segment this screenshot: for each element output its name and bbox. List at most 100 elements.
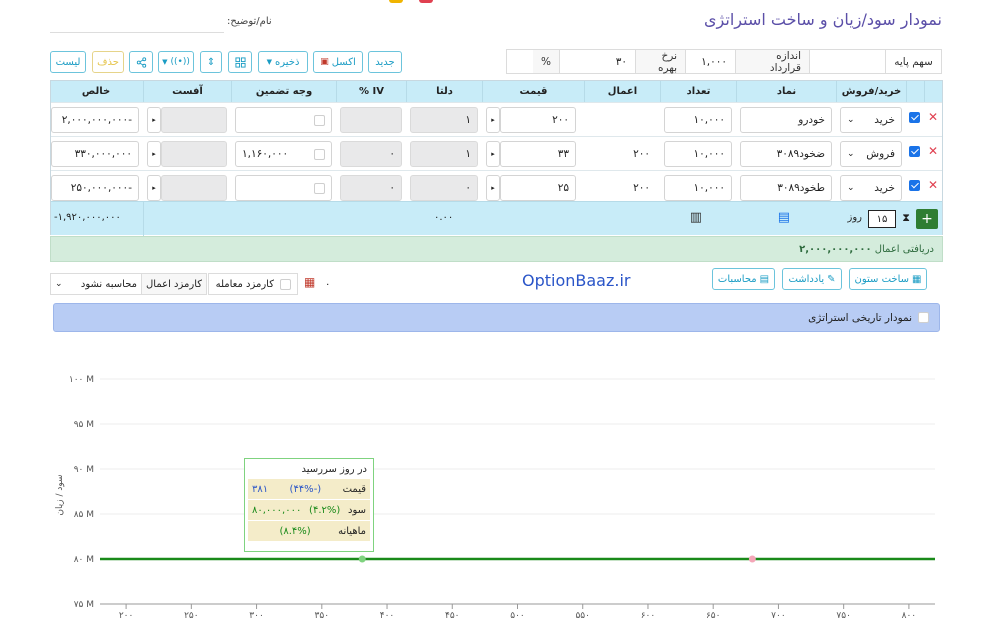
offset-input[interactable] [161, 107, 227, 133]
delta-value: ۱ [410, 141, 478, 167]
y-tick-label: ۹۵ M [74, 420, 94, 430]
name-input[interactable] [50, 11, 224, 33]
save-dropdown-button[interactable]: ذخیره ▼ [258, 51, 308, 73]
symbol-input[interactable]: طخود۳۰۸۹ [740, 175, 832, 201]
chevron-down-icon: ⌄ [55, 278, 63, 289]
share-button[interactable] [129, 51, 153, 73]
remove-row-icon[interactable]: ✕ [927, 110, 938, 124]
x-tick-label: ۶۰۰ [641, 611, 656, 621]
split-button[interactable]: ⇕ [200, 51, 222, 73]
tooltip-value: ۸۰,۰۰۰,۰۰۰ [252, 504, 302, 516]
price-arrow-button[interactable]: ▸ [486, 141, 500, 167]
receipt-value: ۲,۰۰۰,۰۰۰,۰۰۰ [799, 243, 872, 255]
margin-checkbox[interactable] [314, 148, 325, 160]
margin-checkbox[interactable] [314, 114, 325, 126]
table-row: ✕ خرید ⌄ خودرو ۱۰,۰۰۰ ۲۰۰ ▸ ۱ ▸ -۲,۰۰۰,۰۰… [51, 102, 942, 136]
document-list-icon[interactable]: ▥ [689, 210, 702, 225]
y-tick-label: ۸۵ M [74, 510, 94, 520]
row-checkbox[interactable] [909, 112, 920, 123]
x-tick-label: ۶۵۰ [706, 611, 721, 621]
offset-arrow-button[interactable]: ▸ [147, 107, 161, 133]
excel-button[interactable]: اکسل ▣ [313, 51, 363, 73]
header-symbol: نماد [736, 81, 836, 102]
price-input[interactable]: ۲۰۰ [500, 107, 576, 133]
note-button[interactable]: ✎ یادداشت [782, 268, 842, 290]
historical-chart-checkbox[interactable] [918, 312, 929, 323]
new-button[interactable]: جدید [368, 51, 402, 73]
delete-button[interactable]: حذف [92, 51, 124, 73]
brand-label: OptionBaaz.ir [522, 271, 631, 290]
x-tick-label: ۴۵۰ [445, 611, 460, 621]
row-checkbox[interactable] [909, 180, 920, 191]
chart-series [100, 555, 935, 563]
header-remove [924, 81, 942, 102]
row-checkbox[interactable] [909, 146, 920, 157]
price-input[interactable]: ۲۵ [500, 175, 576, 201]
add-row-button[interactable]: + [916, 209, 938, 229]
hourglass-icon: ⧗ [902, 211, 910, 224]
x-tick-label: ۵۵۰ [575, 611, 590, 621]
delta-total: ۰.۰۰ [434, 212, 454, 223]
y-tick-label: ۷۵ M [74, 600, 94, 610]
caret-right-icon: ▸ [152, 184, 156, 192]
remove-row-icon[interactable]: ✕ [927, 144, 938, 158]
x-tick-label: ۳۵۰ [315, 611, 330, 621]
x-tick-label: ۳۰۰ [249, 611, 264, 621]
y-axis-label: سود / زیان [55, 474, 65, 515]
days-input[interactable]: ۱۵ [868, 210, 896, 228]
price-arrow-button[interactable]: ▸ [486, 107, 500, 133]
build-columns-label: ساخت ستون [854, 273, 910, 285]
qty-input[interactable]: ۱۰,۰۰۰ [664, 175, 732, 201]
table-row: ✕ فروش ⌄ ضخود۳۰۸۹ ۱۰,۰۰۰ ۲۰۰ ۳۳ ▸ ۱ ۰ ۱,۱… [51, 136, 942, 170]
qty-input[interactable]: ۱۰,۰۰۰ [664, 141, 732, 167]
profit-loss-chart: ۷۵ M ۸۰ M ۸۵ M ۹۰ M ۹۵ M ۱۰۰ M ۲۰۰ ۲۵۰ ۳۰۰ ۳۵۰ ۴۰… [55, 375, 935, 621]
side-select[interactable]: خرید ⌄ [840, 107, 902, 133]
calendar-add-icon[interactable]: ▤ [777, 210, 790, 225]
table-row: ✕ خرید ⌄ طخود۳۰۸۹ ۱۰,۰۰۰ ۲۰۰ ۲۵ ▸ ۰ ۰ ▸ -… [51, 170, 942, 204]
iv-value [340, 107, 402, 133]
side-select[interactable]: خرید ⌄ [840, 175, 902, 201]
margin-input[interactable] [235, 175, 332, 201]
header-delta: دلتا [406, 81, 482, 102]
offset-arrow-button[interactable]: ▸ [147, 175, 161, 201]
margin-checkbox[interactable] [314, 182, 325, 194]
y-tick-label: ۱۰۰ M [69, 375, 94, 385]
new-button-label: جدید [375, 56, 395, 68]
delete-button-label: حذف [97, 56, 119, 68]
price-arrow-button[interactable]: ▸ [486, 175, 500, 201]
broadcast-icon: ((•)) [170, 57, 190, 67]
symbol-input[interactable]: ضخود۳۰۸۹ [740, 141, 832, 167]
symbol-input[interactable]: خودرو [740, 107, 832, 133]
remove-row-icon[interactable]: ✕ [927, 178, 938, 192]
fee-mode-select[interactable]: محاسبه نشود ⌄ [51, 279, 141, 290]
offset-input[interactable] [161, 141, 227, 167]
trade-fee-checkbox[interactable] [280, 278, 291, 290]
net-value: -۲,۰۰۰,۰۰۰,۰۰۰ [51, 107, 139, 133]
side-select[interactable]: فروش ⌄ [840, 141, 902, 167]
iv-value: ۰ [340, 141, 402, 167]
build-columns-button[interactable]: ▦ ساخت ستون [849, 268, 927, 290]
grid-color-icon[interactable]: ▦ [304, 275, 316, 289]
fee-zero-value: ۰ [325, 279, 331, 290]
calculations-button[interactable]: ▤ محاسبات [712, 268, 775, 290]
calculator-icon: ▤ [759, 273, 770, 285]
grid-button[interactable] [228, 51, 252, 73]
rate-input[interactable]: ۳۰ [559, 50, 635, 73]
margin-input[interactable] [235, 107, 332, 133]
historical-chart-toggle[interactable]: نمودار تاریخی استراتژی [53, 303, 940, 332]
underlying-input[interactable] [809, 50, 885, 73]
offset-arrow-button[interactable]: ▸ [147, 141, 161, 167]
margin-input[interactable]: ۱,۱۶۰,۰۰۰ [235, 141, 332, 167]
broadcast-dropdown-button[interactable]: ((•)) ▼ [158, 51, 194, 73]
offset-input[interactable] [161, 175, 227, 201]
qty-input[interactable]: ۱۰,۰۰۰ [664, 107, 732, 133]
chevron-down-icon: ⌄ [847, 149, 855, 159]
caret-right-icon: ▸ [491, 150, 495, 158]
contract-size-input[interactable]: ۱,۰۰۰ [685, 50, 735, 73]
chevron-down-icon: ⌄ [847, 115, 855, 125]
list-button[interactable]: لیست [50, 51, 86, 73]
page-title: نمودار سود/زیان و ساخت استراتژی [704, 10, 942, 29]
tooltip-pct: (۴.۲%) [309, 504, 341, 516]
price-input[interactable]: ۳۳ [500, 141, 576, 167]
tooltip-title: در روز سررسید [301, 463, 368, 475]
